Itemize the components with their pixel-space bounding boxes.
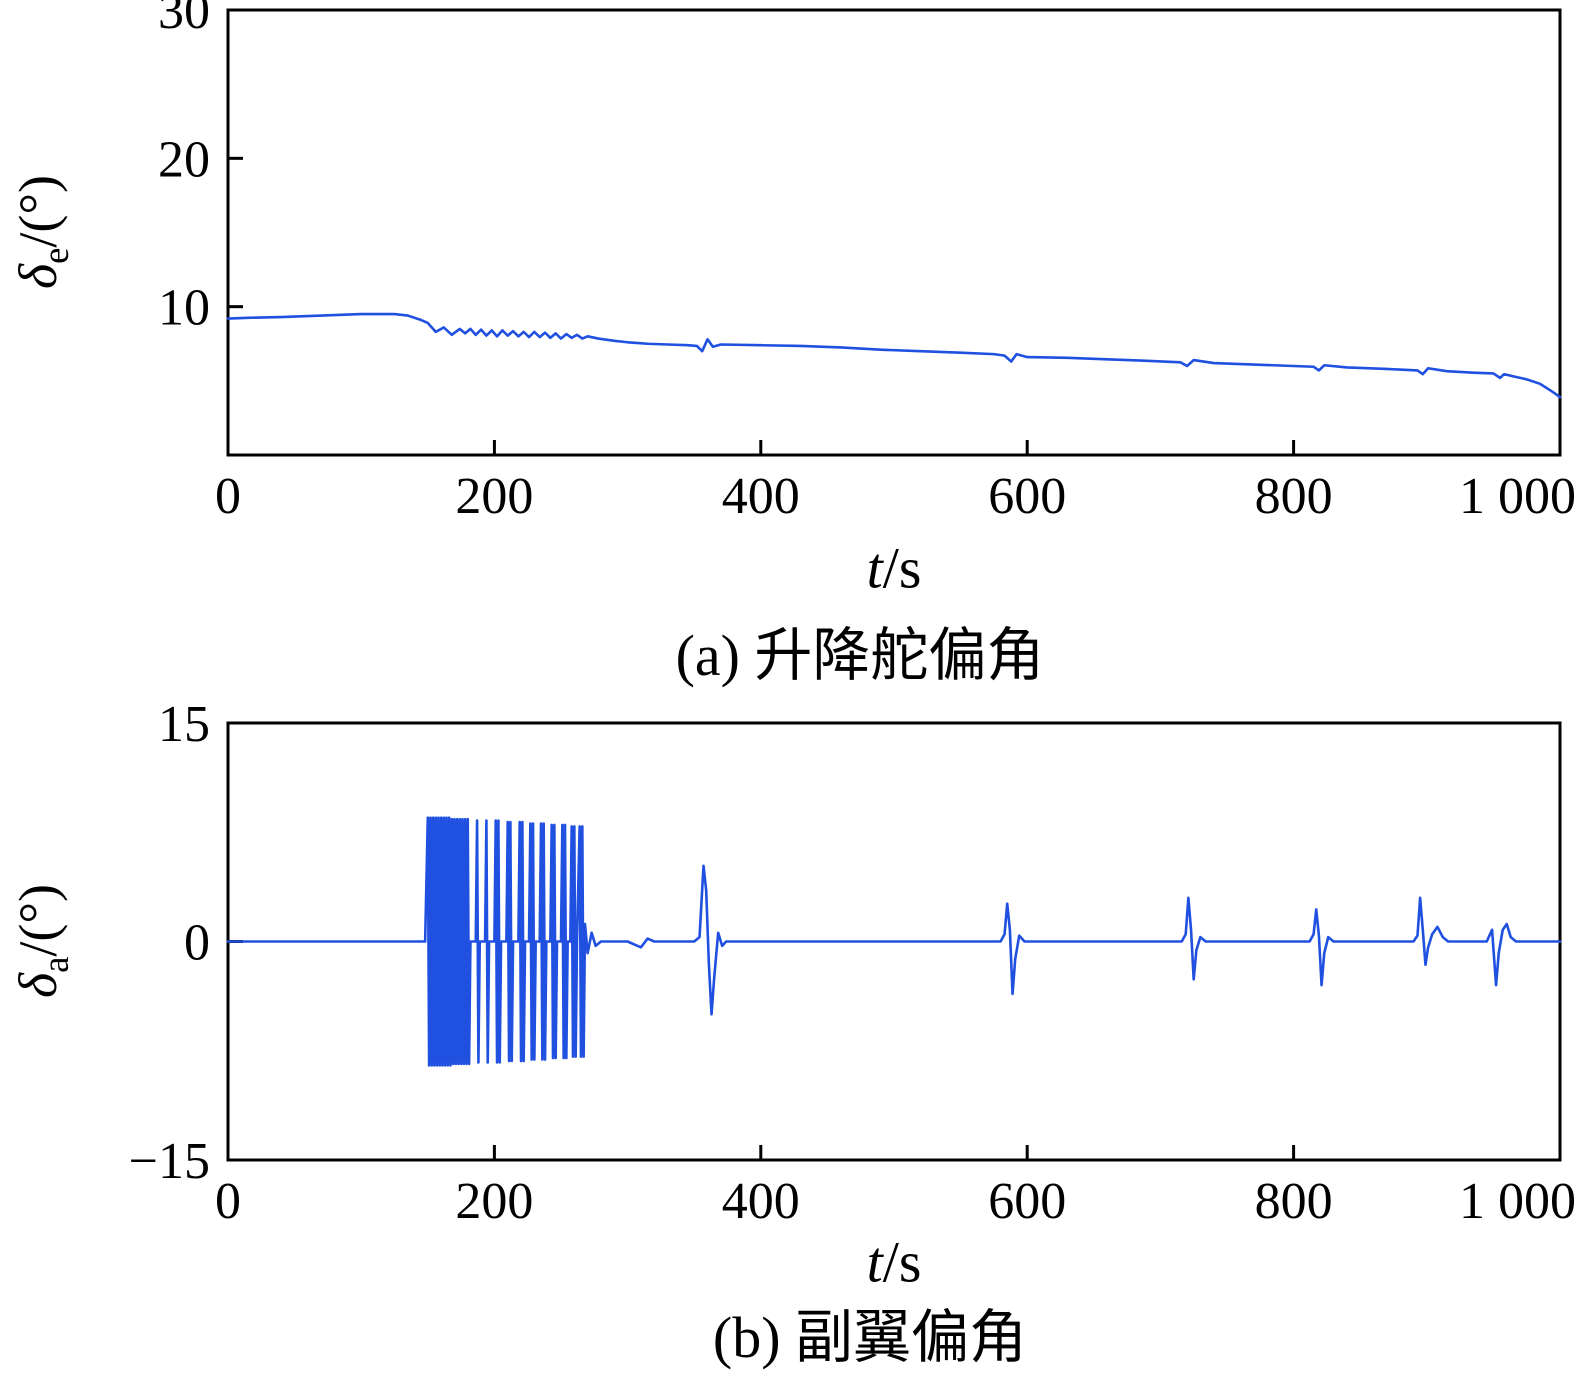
chart-a-caption: (a) 升降舵偏角 — [675, 623, 1045, 688]
unit-text: /s — [882, 1229, 922, 1295]
unit-text: /(°) — [8, 884, 69, 957]
x-tick-label: 800 — [1255, 468, 1333, 525]
y-tick-label: −15 — [129, 1133, 210, 1190]
y-tick-label: 30 — [158, 0, 210, 40]
y-tick-label: 20 — [158, 131, 210, 188]
series-elevator-deflection — [226, 312, 1562, 399]
x-tick-label: 0 — [215, 468, 241, 525]
delta-symbol: δ — [8, 263, 69, 289]
chart-b-caption: (b) 副翼偏角 — [712, 1305, 1028, 1370]
chart-b-x-axis-label: t/s — [867, 1229, 922, 1296]
y-tick-label: 15 — [158, 696, 210, 753]
chart-a-x-axis-label: t/s — [867, 535, 922, 602]
x-tick-label: 200 — [455, 1173, 533, 1230]
delta-symbol: δ — [8, 972, 69, 998]
t-symbol: t — [866, 535, 883, 601]
delta-subscript: a — [34, 956, 76, 973]
y-tick-label: 0 — [184, 915, 210, 972]
x-tick-label: 400 — [722, 1173, 800, 1230]
chart-a-y-axis-label: δe/(°) — [7, 175, 77, 289]
unit-text: /(°) — [8, 175, 69, 248]
t-symbol: t — [866, 1229, 883, 1295]
x-tick-label: 200 — [455, 468, 533, 525]
x-tick-label: 600 — [988, 1173, 1066, 1230]
x-tick-label: 600 — [988, 468, 1066, 525]
x-tick-label: 0 — [215, 1173, 241, 1230]
elevator-deflection-chart: 0 200 400 600 800 1 000 10 20 30 — [158, 0, 1576, 525]
x-tick-label: 400 — [722, 468, 800, 525]
x-tick-label: 800 — [1255, 1173, 1333, 1230]
delta-subscript: e — [34, 247, 76, 264]
y-tick-label: 10 — [158, 280, 210, 337]
unit-text: /s — [882, 535, 922, 601]
x-tick-label: 1 000 — [1459, 468, 1576, 525]
series-aileron-deflection — [226, 816, 1562, 1067]
x-tick-label: 1 000 — [1459, 1173, 1576, 1230]
plot-border — [226, 8, 1562, 457]
chart-b-y-axis-label: δa/(°) — [7, 884, 77, 998]
